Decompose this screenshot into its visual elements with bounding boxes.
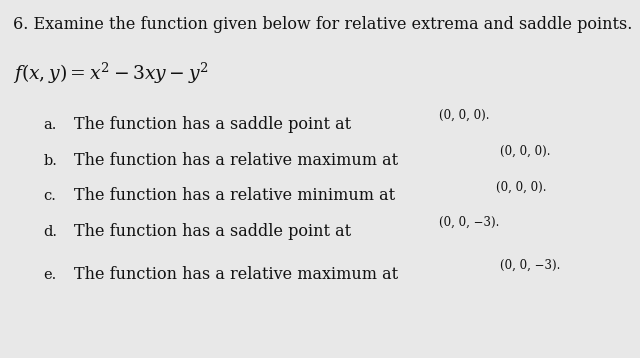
Text: (0, 0, −3).: (0, 0, −3). (500, 259, 560, 272)
Text: a.: a. (44, 118, 57, 132)
Text: (0, 0, 0).: (0, 0, 0). (500, 145, 550, 158)
Text: The function has a relative maximum at: The function has a relative maximum at (74, 266, 403, 283)
Text: e.: e. (44, 268, 57, 282)
Text: The function has a saddle point at: The function has a saddle point at (74, 116, 356, 133)
Text: d.: d. (44, 225, 58, 239)
Text: (0, 0, 0).: (0, 0, 0). (439, 109, 490, 122)
Text: b.: b. (44, 154, 58, 168)
Text: The function has a saddle point at: The function has a saddle point at (74, 223, 356, 240)
Text: $f(x, y) = x^2 - 3xy - y^2$: $f(x, y) = x^2 - 3xy - y^2$ (13, 61, 209, 86)
Text: The function has a relative minimum at: The function has a relative minimum at (74, 188, 400, 204)
Text: 6. Examine the function given below for relative extrema and saddle points.: 6. Examine the function given below for … (13, 16, 632, 33)
Text: The function has a relative maximum at: The function has a relative maximum at (74, 152, 403, 169)
Text: (0, 0, −3).: (0, 0, −3). (439, 216, 499, 229)
Text: c.: c. (44, 189, 56, 203)
Text: (0, 0, 0).: (0, 0, 0). (496, 180, 547, 193)
